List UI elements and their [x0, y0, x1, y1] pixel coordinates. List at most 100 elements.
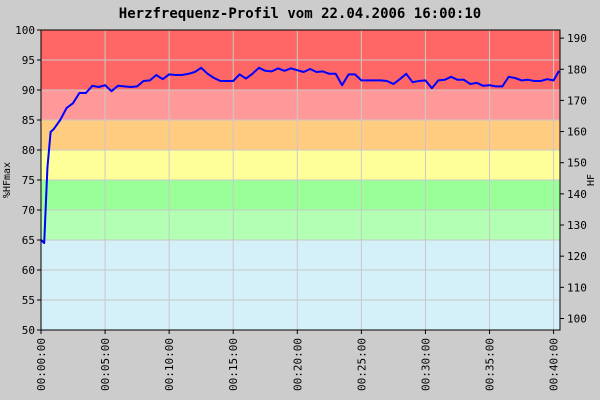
data-point-0-14 [117, 84, 119, 87]
data-point-0-28 [206, 72, 209, 75]
data-point-0-80 [539, 80, 542, 82]
y-tick-label-9: 95 [22, 54, 35, 67]
y-tick-label-2: 60 [22, 264, 35, 277]
y-axis-right: 100 110 120 130 140 150 160 170 180 190 [560, 32, 587, 325]
y2-tick-label-5: 150 [567, 157, 587, 170]
data-point-0-72 [488, 84, 491, 87]
y-tick-label-0: 50 [22, 324, 35, 337]
x-tick-label-7: 00:35:00 [484, 338, 497, 391]
y-tick-label-3: 65 [22, 234, 35, 247]
data-point-0-24 [181, 74, 183, 76]
y2-tick-label-2: 120 [567, 250, 587, 263]
data-point-0-21 [161, 78, 164, 81]
y-tick-label-1: 55 [22, 294, 35, 307]
data-point-0-74 [501, 85, 504, 88]
data-point-0-73 [495, 85, 497, 88]
y2-tick-label-3: 130 [567, 219, 587, 232]
data-point-0-51 [354, 73, 356, 76]
y-tick-label-8: 90 [22, 84, 35, 97]
grid-lines [41, 30, 560, 330]
data-point-0-60 [411, 81, 414, 84]
data-point-0-3 [49, 131, 52, 133]
data-point-0-68 [463, 78, 465, 81]
x-tick-label-2: 00:10:00 [163, 338, 176, 391]
y2-tick-label-9: 190 [567, 32, 587, 45]
data-point-0-39 [277, 67, 279, 70]
data-point-0-18 [142, 80, 145, 82]
data-point-0-26 [193, 71, 196, 73]
y-axis-left: 50 55 60 65 70 75 80 85 90 95 100 [15, 24, 41, 337]
x-axis: 00:00:00 00:05:00 00:10:00 00:15:00 00:20:00… [35, 330, 561, 391]
zone-bands [41, 30, 560, 330]
data-point-0-31 [225, 80, 228, 82]
x-tick-label-4: 00:20:00 [291, 338, 304, 391]
y-tick-label-6: 80 [22, 144, 35, 157]
data-point-0-9 [85, 92, 87, 94]
data-point-0-78 [527, 78, 529, 81]
x-tick-label-8: 00:40:00 [548, 338, 561, 391]
y2-tick-label-4: 140 [567, 188, 587, 201]
data-point-0-20 [155, 74, 158, 76]
series-line-0 [40, 66, 560, 244]
data-point-0-79 [533, 80, 536, 82]
data-point-0-1 [43, 242, 46, 244]
x-tick-label-0: 00:00:00 [35, 338, 48, 391]
data-point-0-71 [482, 84, 484, 87]
zone-band-5 [41, 210, 560, 240]
data-point-0-16 [129, 86, 132, 88]
data-point-0-54 [373, 79, 376, 82]
data-point-0-76 [514, 77, 516, 79]
data-point-0-61 [418, 80, 420, 82]
data-point-0-50 [347, 73, 350, 76]
y-tick-label-5: 75 [22, 174, 35, 187]
data-point-0-62 [424, 79, 427, 82]
data-point-0-36 [258, 66, 260, 69]
y-tick-label-10: 100 [15, 24, 35, 37]
data-point-0-7 [72, 102, 74, 105]
data-point-0-52 [360, 79, 363, 82]
zone-band-2 [41, 120, 560, 150]
data-point-0-46 [322, 70, 324, 73]
data-point-0-43 [302, 71, 305, 73]
x-tick-label-1: 00:05:00 [99, 338, 112, 391]
y2-axis-label: HF [586, 174, 597, 186]
data-point-0-77 [520, 79, 523, 82]
data-point-0-12 [104, 84, 106, 87]
data-point-0-75 [507, 75, 510, 78]
zone-band-4 [41, 180, 560, 210]
data-point-0-64 [437, 79, 440, 82]
data-point-0-42 [296, 69, 299, 72]
y-tick-label-7: 85 [22, 114, 35, 127]
data-point-0-55 [379, 79, 382, 82]
data-point-0-69 [469, 83, 472, 85]
data-point-0-30 [219, 80, 222, 82]
data-point-0-34 [245, 77, 247, 80]
data-point-0-8 [78, 92, 81, 94]
data-point-0-53 [366, 79, 369, 82]
data-point-0-81 [546, 78, 549, 81]
data-point-0-48 [334, 72, 337, 75]
y2-tick-label-1: 110 [567, 281, 587, 294]
data-point-0-25 [187, 72, 190, 75]
x-tick-label-3: 00:15:00 [227, 338, 240, 391]
data-point-0-29 [213, 77, 215, 79]
data-point-0-40 [283, 69, 286, 72]
data-point-0-6 [65, 107, 68, 109]
data-point-0-58 [398, 78, 401, 81]
data-point-0-15 [123, 85, 126, 88]
data-point-0-49 [341, 84, 343, 87]
data-point-0-10 [91, 84, 94, 87]
data-point-0-57 [392, 83, 395, 85]
data-point-0-27 [200, 66, 203, 69]
y2-tick-label-6: 160 [567, 126, 587, 139]
data-point-0-33 [238, 73, 241, 76]
y2-tick-label-0: 100 [567, 312, 587, 325]
data-point-0-45 [315, 71, 318, 73]
data-point-0-13 [110, 90, 113, 93]
data-point-0-83 [557, 70, 560, 73]
data-point-0-22 [168, 73, 171, 76]
data-point-0-66 [450, 75, 452, 78]
data-point-0-65 [443, 78, 446, 81]
